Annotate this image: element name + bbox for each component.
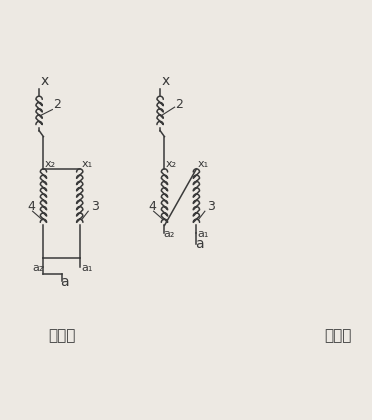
Text: 3: 3	[207, 200, 215, 213]
Text: 4: 4	[28, 200, 36, 213]
Text: 2: 2	[174, 98, 183, 111]
Text: x₂: x₂	[166, 159, 177, 169]
Text: x₁: x₁	[198, 159, 209, 169]
Text: 大容量: 大容量	[48, 328, 75, 344]
Text: x₁: x₁	[81, 159, 92, 169]
Text: x: x	[41, 74, 49, 88]
Text: 2: 2	[54, 98, 61, 111]
Text: x₂: x₂	[45, 159, 56, 169]
Text: x: x	[162, 74, 170, 88]
Text: a₁: a₁	[81, 263, 93, 273]
Text: a₁: a₁	[198, 229, 209, 239]
Text: 4: 4	[149, 200, 157, 213]
Text: 小容量: 小容量	[324, 328, 352, 344]
Text: a₂: a₂	[163, 229, 174, 239]
Text: a: a	[60, 275, 68, 289]
Text: 3: 3	[91, 200, 99, 213]
Text: a: a	[195, 237, 203, 251]
Text: a₂: a₂	[32, 263, 44, 273]
